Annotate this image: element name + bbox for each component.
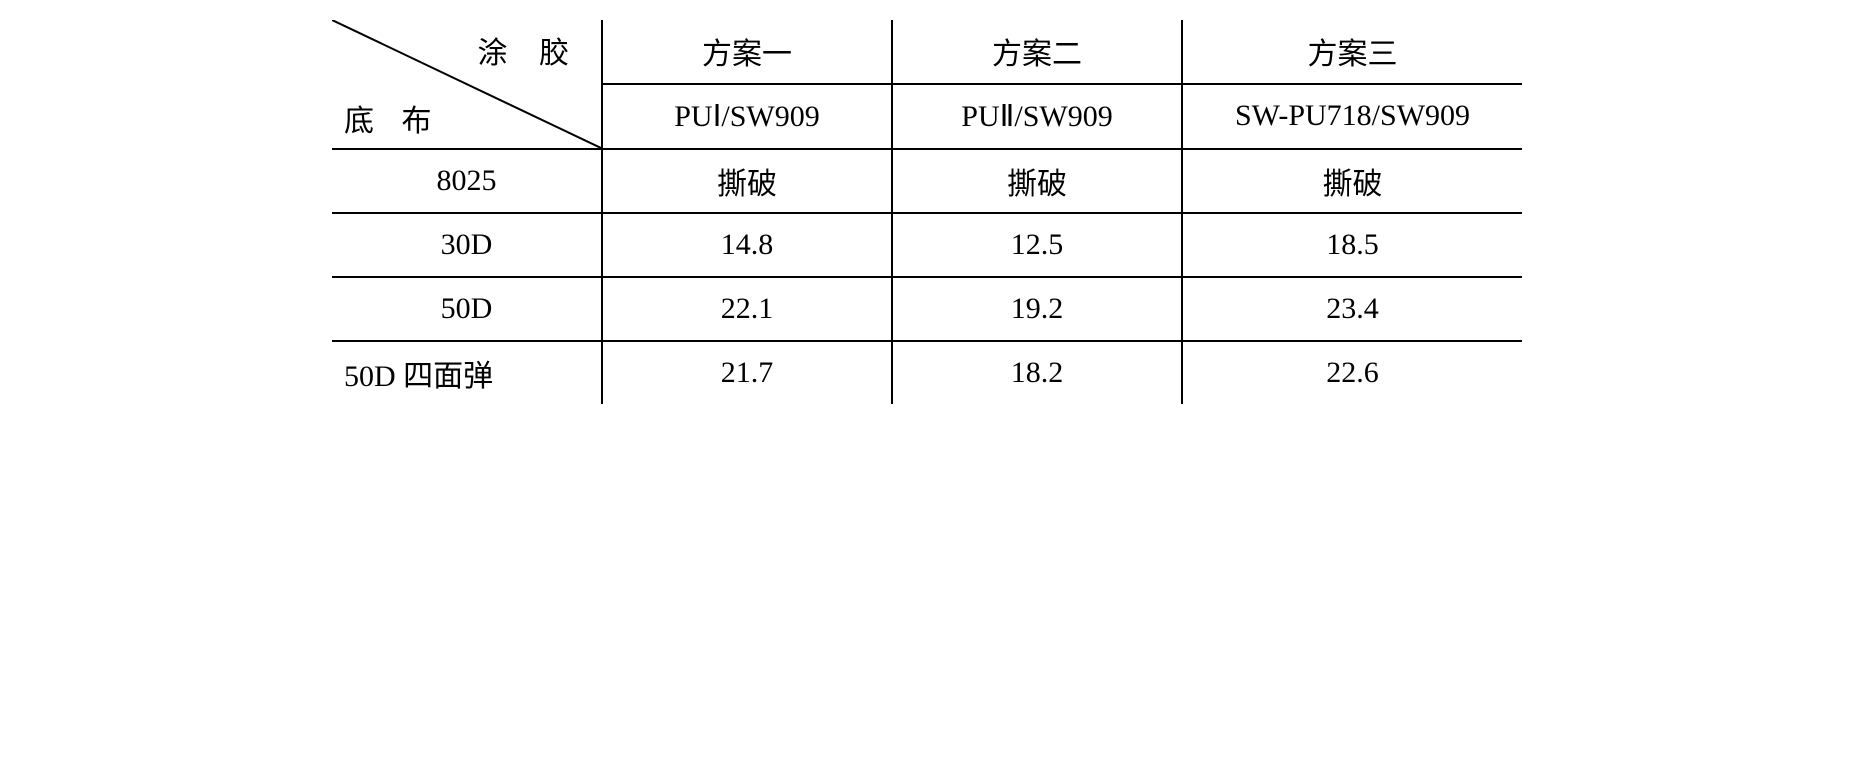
cell-value: 22.6 xyxy=(1182,341,1522,404)
scheme-2-subheader: PUⅡ/SW909 xyxy=(892,84,1182,149)
cell-value: 撕破 xyxy=(602,149,892,213)
data-table: 涂 胶 底 布 方案一 方案二 方案三 PUⅠ/SW909 PUⅡ/SW909 … xyxy=(332,20,1522,404)
cell-value: 22.1 xyxy=(602,277,892,341)
cell-value: 14.8 xyxy=(602,213,892,277)
scheme-1-subheader: PUⅠ/SW909 xyxy=(602,84,892,149)
scheme-1-header: 方案一 xyxy=(602,20,892,84)
header-top-label: 涂 胶 xyxy=(478,28,582,72)
scheme-3-header: 方案三 xyxy=(1182,20,1522,84)
table-row: 50D 四面弹 21.7 18.2 22.6 xyxy=(332,341,1522,404)
row-label: 30D xyxy=(332,213,602,277)
table-row: 30D 14.8 12.5 18.5 xyxy=(332,213,1522,277)
row-label: 8025 xyxy=(332,149,602,213)
cell-value: 18.2 xyxy=(892,341,1182,404)
cell-value: 19.2 xyxy=(892,277,1182,341)
cell-value: 12.5 xyxy=(892,213,1182,277)
cell-value: 21.7 xyxy=(602,341,892,404)
row-label: 50D xyxy=(332,277,602,341)
diagonal-header-cell: 涂 胶 底 布 xyxy=(332,20,602,149)
table-row: 50D 22.1 19.2 23.4 xyxy=(332,277,1522,341)
header-bottom-label: 底 布 xyxy=(344,96,442,140)
row-label: 50D 四面弹 xyxy=(332,341,602,404)
scheme-2-header: 方案二 xyxy=(892,20,1182,84)
cell-value: 23.4 xyxy=(1182,277,1522,341)
cell-value: 撕破 xyxy=(1182,149,1522,213)
scheme-3-subheader: SW-PU718/SW909 xyxy=(1182,84,1522,149)
cell-value: 撕破 xyxy=(892,149,1182,213)
cell-value: 18.5 xyxy=(1182,213,1522,277)
table-row: 8025 撕破 撕破 撕破 xyxy=(332,149,1522,213)
